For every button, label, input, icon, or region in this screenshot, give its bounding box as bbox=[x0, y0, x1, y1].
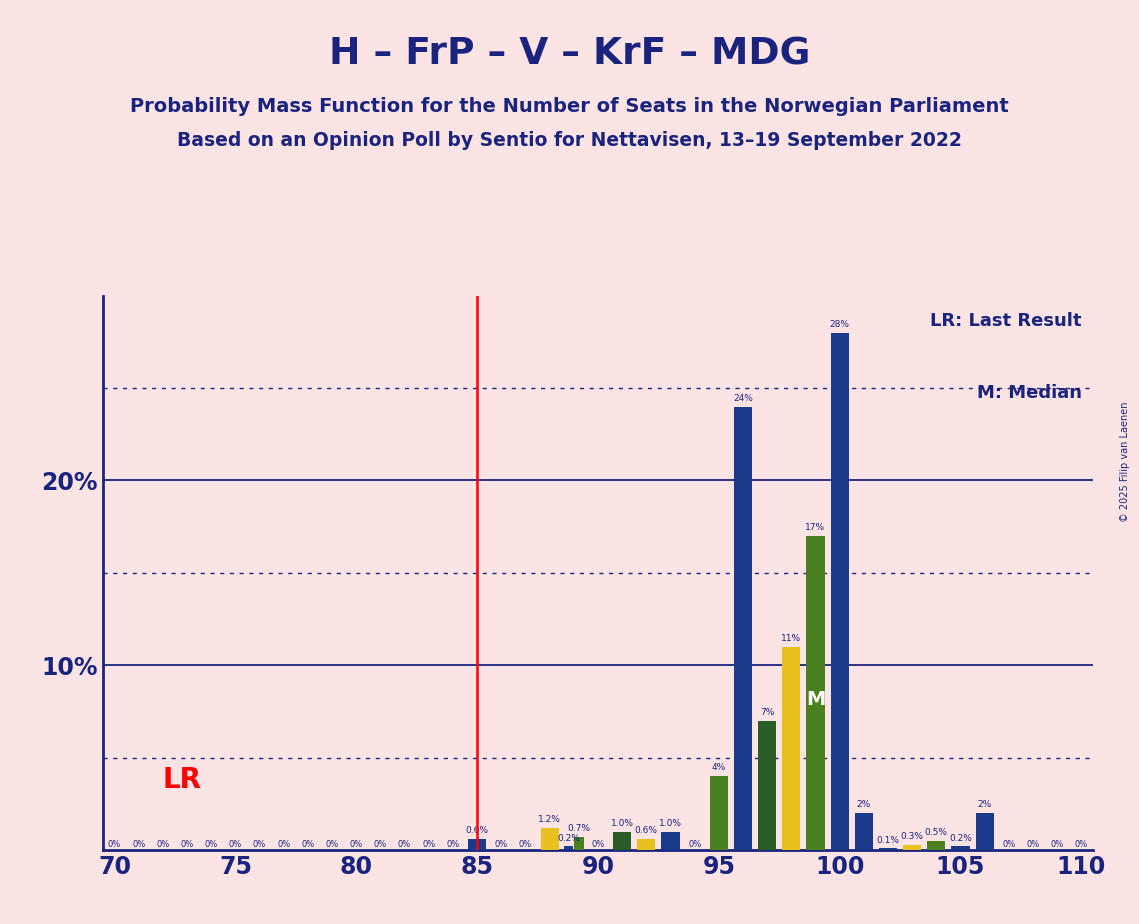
Text: H – FrP – V – KrF – MDG: H – FrP – V – KrF – MDG bbox=[329, 37, 810, 73]
Text: 0%: 0% bbox=[229, 840, 243, 848]
Bar bbox=[734, 407, 752, 850]
Text: 0.3%: 0.3% bbox=[901, 832, 924, 841]
Bar bbox=[564, 846, 573, 850]
Text: 2%: 2% bbox=[857, 800, 871, 809]
Text: 0.2%: 0.2% bbox=[557, 833, 580, 843]
Text: © 2025 Filip van Laenen: © 2025 Filip van Laenen bbox=[1120, 402, 1130, 522]
Text: 0.6%: 0.6% bbox=[466, 826, 489, 835]
Bar bbox=[854, 813, 872, 850]
Text: 0.1%: 0.1% bbox=[877, 835, 900, 845]
Bar bbox=[637, 839, 655, 850]
Text: 0.6%: 0.6% bbox=[634, 826, 658, 835]
Text: 0.5%: 0.5% bbox=[925, 828, 948, 837]
Text: 0%: 0% bbox=[180, 840, 194, 848]
Text: 4%: 4% bbox=[712, 763, 726, 772]
Bar bbox=[903, 845, 921, 850]
Text: 0%: 0% bbox=[253, 840, 267, 848]
Text: 2%: 2% bbox=[977, 800, 992, 809]
Bar bbox=[830, 333, 849, 850]
Text: 0%: 0% bbox=[108, 840, 121, 848]
Text: 0%: 0% bbox=[1050, 840, 1064, 848]
Text: 0%: 0% bbox=[398, 840, 411, 848]
Text: LR: LR bbox=[163, 766, 202, 794]
Bar bbox=[976, 813, 993, 850]
Text: 0%: 0% bbox=[326, 840, 338, 848]
Text: 24%: 24% bbox=[734, 394, 753, 403]
Text: 0%: 0% bbox=[446, 840, 459, 848]
Text: 0.7%: 0.7% bbox=[567, 824, 591, 833]
Text: 0%: 0% bbox=[1002, 840, 1016, 848]
Bar bbox=[879, 848, 898, 850]
Bar bbox=[662, 832, 680, 850]
Text: 0%: 0% bbox=[1075, 840, 1088, 848]
Bar bbox=[759, 721, 776, 850]
Text: Based on an Opinion Poll by Sentio for Nettavisen, 13–19 September 2022: Based on an Opinion Poll by Sentio for N… bbox=[177, 131, 962, 151]
Text: 0%: 0% bbox=[374, 840, 387, 848]
Text: 17%: 17% bbox=[805, 523, 826, 532]
Text: 0%: 0% bbox=[1026, 840, 1040, 848]
Text: 11%: 11% bbox=[781, 634, 802, 643]
Text: 0%: 0% bbox=[688, 840, 702, 848]
Text: M: Median: M: Median bbox=[976, 384, 1082, 402]
Bar bbox=[927, 841, 945, 850]
Bar bbox=[806, 536, 825, 850]
Text: 0%: 0% bbox=[277, 840, 290, 848]
Bar bbox=[782, 647, 801, 850]
Text: 0%: 0% bbox=[519, 840, 532, 848]
Bar bbox=[710, 776, 728, 850]
Text: M: M bbox=[805, 690, 825, 709]
Text: 0%: 0% bbox=[350, 840, 363, 848]
Bar bbox=[951, 846, 969, 850]
Text: 28%: 28% bbox=[829, 320, 850, 329]
Text: 0%: 0% bbox=[494, 840, 508, 848]
Text: 1.0%: 1.0% bbox=[659, 819, 682, 828]
Text: 0%: 0% bbox=[302, 840, 314, 848]
Bar bbox=[468, 839, 486, 850]
Text: 1.2%: 1.2% bbox=[539, 815, 562, 824]
Text: 0%: 0% bbox=[205, 840, 218, 848]
Bar bbox=[613, 832, 631, 850]
Text: 0%: 0% bbox=[132, 840, 146, 848]
Text: Probability Mass Function for the Number of Seats in the Norwegian Parliament: Probability Mass Function for the Number… bbox=[130, 97, 1009, 116]
Text: 0%: 0% bbox=[423, 840, 435, 848]
Bar bbox=[541, 828, 559, 850]
Text: 1.0%: 1.0% bbox=[611, 819, 633, 828]
Bar bbox=[574, 837, 584, 850]
Text: LR: Last Result: LR: Last Result bbox=[931, 312, 1082, 330]
Text: 0%: 0% bbox=[591, 840, 605, 848]
Text: 0.2%: 0.2% bbox=[949, 833, 972, 843]
Text: 0%: 0% bbox=[156, 840, 170, 848]
Text: 7%: 7% bbox=[760, 708, 775, 717]
